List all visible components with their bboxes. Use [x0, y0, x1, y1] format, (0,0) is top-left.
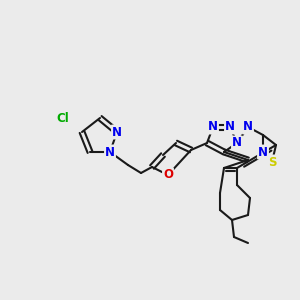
Text: N: N: [225, 121, 235, 134]
Text: S: S: [268, 155, 276, 169]
Text: N: N: [232, 136, 242, 149]
Text: N: N: [105, 146, 115, 158]
Text: O: O: [163, 169, 173, 182]
Text: N: N: [112, 125, 122, 139]
Text: N: N: [208, 121, 218, 134]
Text: N: N: [243, 121, 253, 134]
Text: Cl: Cl: [57, 112, 69, 124]
Text: N: N: [258, 146, 268, 158]
